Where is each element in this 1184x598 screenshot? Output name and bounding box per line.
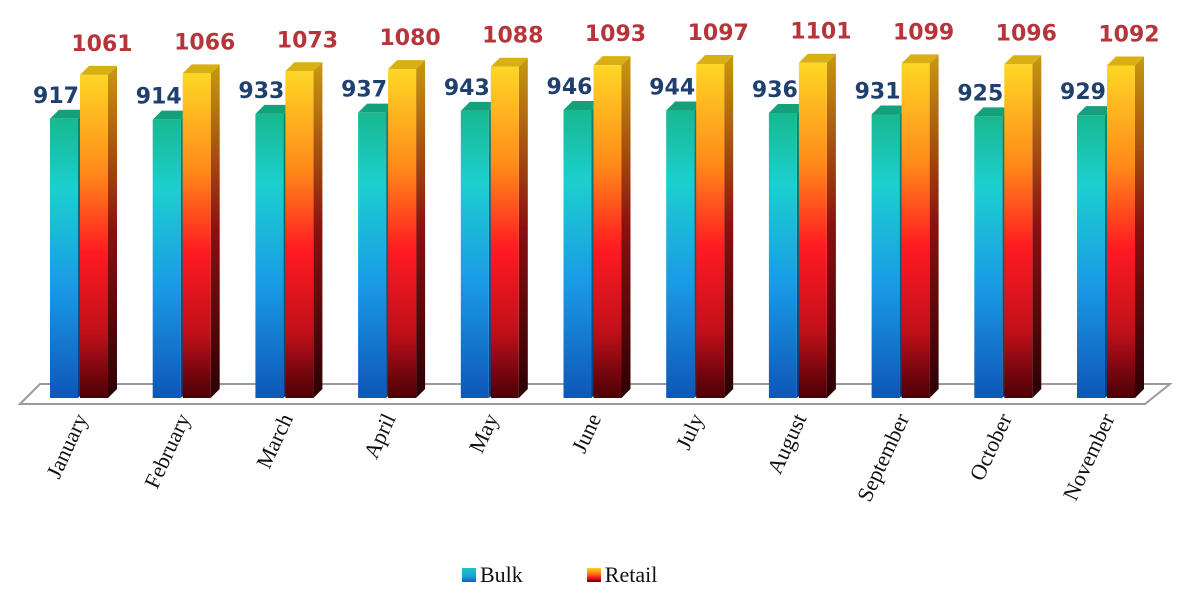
category-label-november: November: [1058, 409, 1120, 504]
bar-retail-january: [80, 65, 117, 398]
category-label-july: July: [671, 410, 709, 454]
value-label-retail-february: 1066: [174, 30, 235, 55]
bars-layer: [50, 53, 1144, 399]
bar-retail-october: [1004, 55, 1042, 398]
value-label-bulk-september: 931: [855, 80, 901, 105]
legend-label-retail: Retail: [604, 562, 658, 587]
value-label-retail-may: 1088: [482, 24, 543, 49]
value-label-bulk-august: 936: [752, 78, 798, 103]
value-label-bulk-october: 925: [957, 81, 1003, 106]
legend-item-retail: Retail: [586, 562, 658, 588]
value-label-retail-november: 1092: [1098, 22, 1159, 47]
value-label-retail-july: 1097: [688, 21, 749, 46]
value-label-bulk-july: 944: [649, 76, 695, 101]
value-label-retail-september: 1099: [893, 20, 954, 45]
value-label-retail-april: 1080: [379, 26, 440, 51]
value-label-retail-august: 1101: [790, 20, 851, 45]
category-label-september: September: [852, 409, 915, 505]
value-label-bulk-june: 946: [547, 75, 593, 100]
value-label-retail-march: 1073: [277, 28, 338, 53]
value-label-bulk-april: 937: [341, 78, 387, 103]
bar-retail-march: [285, 62, 323, 399]
legend-label-bulk: Bulk: [480, 562, 523, 587]
category-label-february: February: [139, 410, 195, 493]
category-label-may: May: [464, 410, 504, 457]
category-label-april: April: [358, 410, 400, 463]
category-label-august: August: [762, 410, 812, 478]
value-label-retail-june: 1093: [585, 22, 646, 47]
category-label-january: January: [41, 410, 93, 483]
category-labels-layer: January February March April May June July Augu…: [41, 409, 1120, 505]
value-label-bulk-march: 933: [238, 79, 284, 104]
legend-swatch-retail: [586, 568, 601, 582]
category-label-march: March: [251, 410, 298, 473]
value-label-bulk-february: 914: [136, 85, 182, 110]
bar-retail-september: [901, 54, 939, 399]
category-label-october: October: [964, 409, 1017, 484]
bar-retail-february: [182, 64, 220, 398]
bar-retail-august: [798, 53, 836, 399]
value-label-bulk-november: 929: [1060, 80, 1106, 105]
bar-retail-november: [1107, 56, 1144, 399]
bar-retail-july: [696, 54, 734, 398]
legend-item-bulk: Bulk: [462, 562, 523, 588]
legend: Bulk Retail: [462, 562, 657, 588]
category-label-june: June: [566, 410, 606, 457]
value-label-retail-january: 1061: [71, 32, 132, 57]
value-label-bulk-january: 917: [33, 84, 79, 109]
legend-swatch-bulk: [462, 568, 476, 582]
value-label-bulk-may: 943: [444, 76, 490, 101]
bar-retail-april: [388, 60, 426, 398]
bar-retail-june: [593, 56, 631, 399]
bar-retail-may: [490, 57, 528, 398]
value-label-retail-october: 1096: [996, 21, 1057, 46]
